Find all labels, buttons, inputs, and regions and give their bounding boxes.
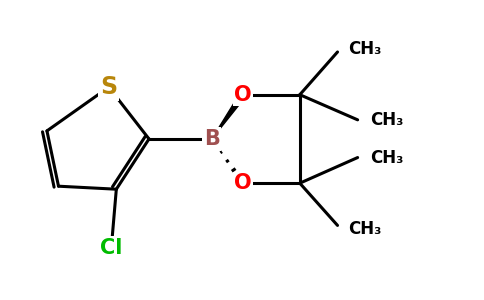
Text: CH₃: CH₃ — [348, 220, 382, 238]
Text: Cl: Cl — [100, 238, 122, 258]
Text: CH₃: CH₃ — [348, 40, 382, 58]
Polygon shape — [212, 93, 246, 139]
Text: CH₃: CH₃ — [370, 148, 404, 166]
Text: O: O — [234, 85, 252, 105]
Text: S: S — [100, 75, 117, 99]
Text: CH₃: CH₃ — [370, 111, 404, 129]
Text: B: B — [204, 129, 220, 149]
Text: O: O — [234, 173, 252, 193]
